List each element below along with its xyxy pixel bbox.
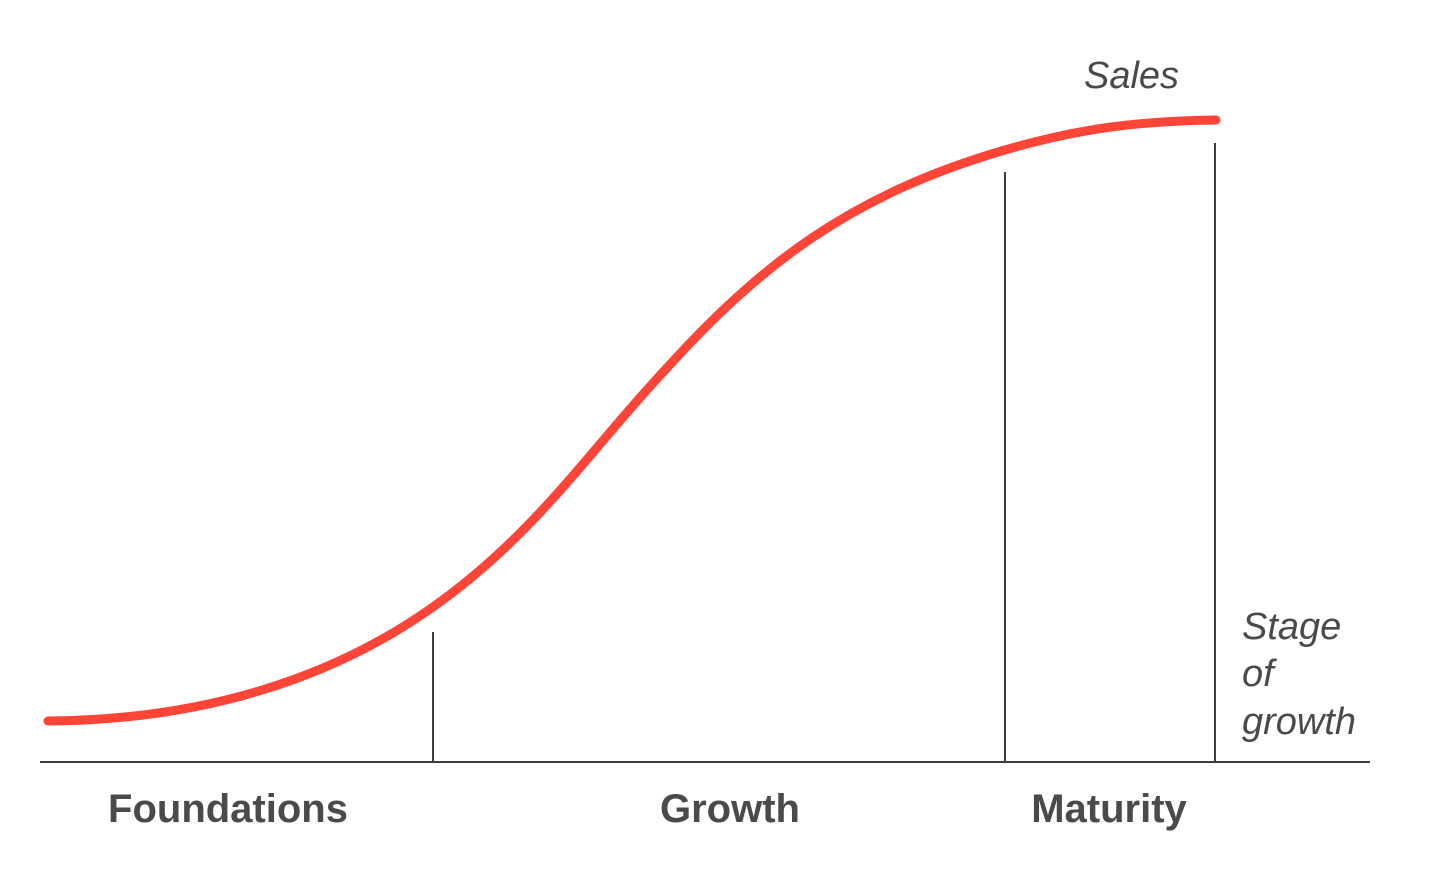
sales-s-curve [43, 115, 1221, 726]
curve-label-sales: Sales [1084, 55, 1179, 97]
stage-label-maturity: Maturity [1031, 787, 1187, 831]
axis-label-line-2: of [1242, 653, 1277, 695]
stage-label-growth: Growth [660, 787, 800, 831]
axis-label-line-1: Stage [1242, 606, 1341, 648]
axis-label-line-3: growth [1242, 701, 1356, 743]
stage-label-foundations: Foundations [108, 787, 348, 831]
